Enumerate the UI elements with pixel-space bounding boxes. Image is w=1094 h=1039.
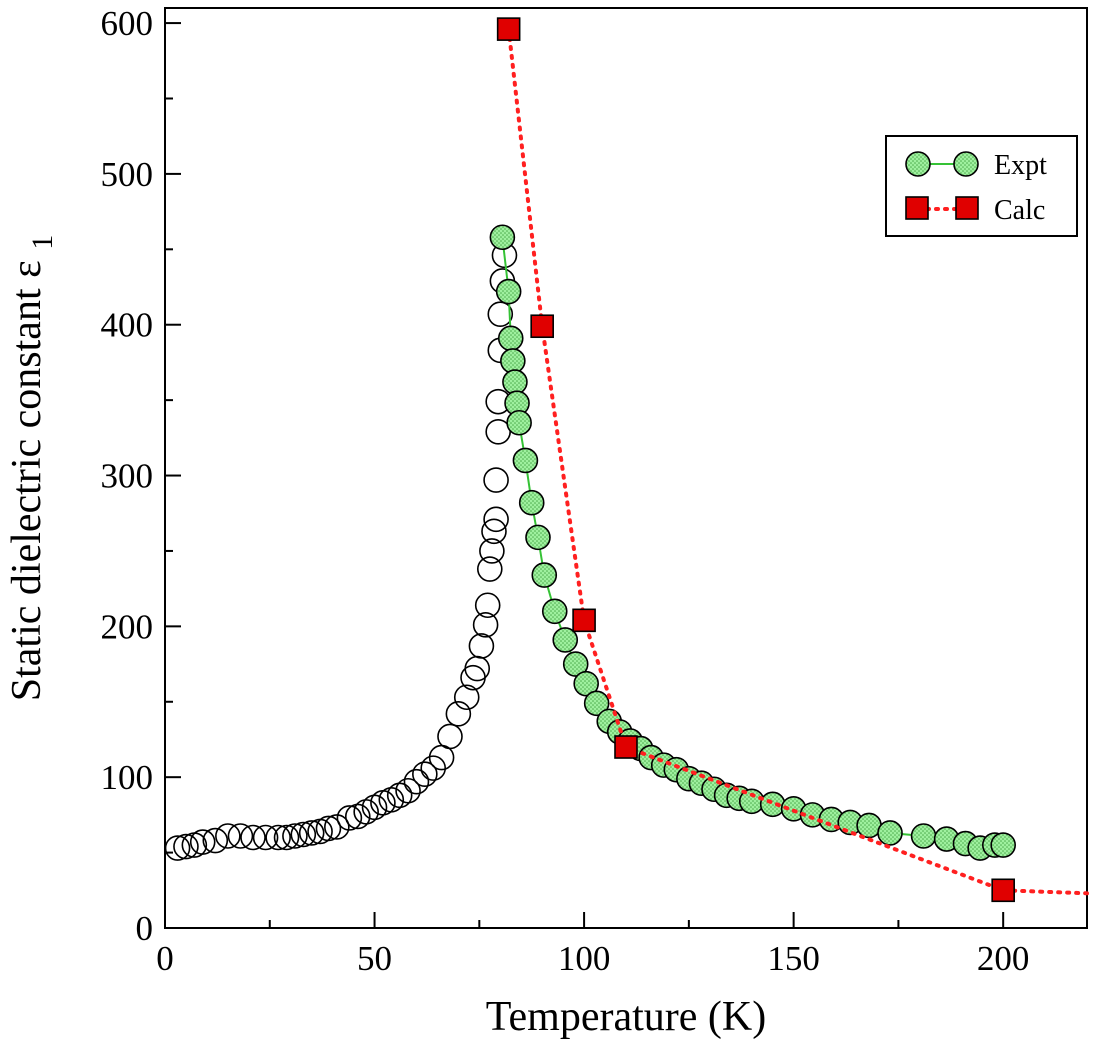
expt-open-point bbox=[474, 592, 501, 619]
expt-filled-series bbox=[489, 224, 1016, 861]
expt-point bbox=[495, 278, 522, 305]
expt-open-point bbox=[173, 833, 199, 860]
expt-point bbox=[583, 690, 610, 717]
plot-frame bbox=[164, 7, 1088, 929]
legend-expt-marker-left bbox=[905, 151, 931, 177]
calc-point bbox=[572, 608, 596, 633]
expt-open-point bbox=[479, 538, 505, 564]
expt-open-point bbox=[227, 823, 254, 849]
expt-open-point bbox=[445, 701, 472, 727]
y-axis-subscript: 1 bbox=[26, 235, 59, 250]
expt-point bbox=[877, 820, 903, 846]
expt-point bbox=[512, 447, 539, 474]
expt-open-point bbox=[403, 768, 430, 795]
expt-open-point bbox=[472, 612, 499, 638]
y-axis-title-text: Static dielectric constant bbox=[4, 288, 50, 701]
expt-open-point bbox=[265, 824, 291, 851]
calc-point bbox=[991, 878, 1015, 903]
y-tick-label: 0 bbox=[136, 909, 154, 948]
expt-point bbox=[518, 489, 545, 516]
expt-point bbox=[531, 562, 558, 588]
expt-point bbox=[759, 791, 786, 818]
legend-expt-marker-right bbox=[953, 151, 979, 177]
expt-open-point bbox=[189, 829, 216, 855]
expt-point bbox=[500, 348, 526, 374]
expt-point bbox=[525, 524, 551, 551]
expt-open-point bbox=[420, 755, 447, 781]
expt-open-point bbox=[412, 761, 438, 787]
x-tick-label: 50 bbox=[357, 939, 392, 978]
calc-line bbox=[506, 27, 1089, 896]
y-tick-label: 200 bbox=[101, 607, 154, 646]
y-axis-ticks: 0 100 200 300 400 500 600 bbox=[101, 4, 181, 948]
legend-box bbox=[885, 135, 1078, 237]
y-tick-label: 100 bbox=[101, 758, 154, 797]
legend-calc-label: Calc bbox=[994, 195, 1045, 226]
x-tick-label: 0 bbox=[156, 939, 174, 978]
x-tick-label: 200 bbox=[977, 939, 1030, 978]
expt-open-point bbox=[240, 824, 266, 851]
calc-point bbox=[530, 314, 554, 339]
expt-point bbox=[502, 369, 528, 395]
expt-open-point bbox=[252, 824, 279, 851]
expt-open-point bbox=[481, 518, 507, 545]
expt-open-point bbox=[315, 815, 342, 842]
expt-point bbox=[562, 651, 589, 677]
x-tick-label: 100 bbox=[558, 939, 611, 978]
expt-open-point bbox=[202, 827, 229, 854]
legend: Expt Calc bbox=[885, 135, 1078, 237]
expt-open-point bbox=[437, 723, 463, 750]
expt-open-point bbox=[324, 814, 350, 840]
calc-point bbox=[614, 735, 638, 759]
x-axis-title: Temperature (K) bbox=[486, 994, 766, 1039]
expt-open-point bbox=[215, 823, 241, 849]
expt-open-point bbox=[453, 684, 480, 711]
expt-point bbox=[910, 823, 937, 849]
expt-point bbox=[573, 670, 599, 697]
expt-point bbox=[489, 224, 516, 251]
expt-open-point bbox=[290, 821, 317, 848]
y-tick-label: 300 bbox=[101, 457, 154, 496]
expt-open-point bbox=[483, 467, 509, 493]
expt-open-point bbox=[298, 820, 325, 846]
expt-open-point bbox=[164, 835, 191, 861]
calc-point bbox=[496, 17, 521, 41]
expt-open-point bbox=[483, 506, 509, 533]
expt-open-point bbox=[468, 633, 495, 659]
expt-point bbox=[497, 325, 524, 352]
y-tick-label: 400 bbox=[101, 306, 154, 345]
expt-point bbox=[552, 627, 579, 653]
legend-calc-marker-left bbox=[905, 196, 929, 220]
x-tick-label: 150 bbox=[767, 939, 820, 978]
y-tick-label: 500 bbox=[101, 155, 154, 194]
legend-expt-label: Expt bbox=[994, 150, 1047, 181]
expt-open-point bbox=[476, 556, 503, 582]
expt-open-point bbox=[273, 824, 300, 851]
expt-line bbox=[501, 237, 1004, 850]
expt-open-point bbox=[395, 777, 421, 804]
expt-open-series bbox=[164, 242, 518, 861]
y-tick-label: 600 bbox=[101, 4, 154, 43]
calc-series bbox=[496, 17, 1089, 903]
y-axis-epsilon: ε bbox=[4, 260, 50, 278]
legend-calc-marker-right bbox=[955, 196, 979, 220]
expt-point bbox=[990, 832, 1016, 858]
expt-open-point bbox=[487, 301, 514, 327]
expt-point bbox=[541, 598, 568, 625]
expt-open-point bbox=[282, 823, 308, 849]
y-axis-title: Static dielectric constant ε 1 bbox=[4, 235, 59, 701]
expt-open-point bbox=[336, 805, 363, 831]
x-axis-ticks: 0 50 100 150 200 bbox=[156, 912, 1029, 978]
expt-open-point bbox=[464, 655, 491, 682]
expt-point bbox=[506, 409, 532, 436]
